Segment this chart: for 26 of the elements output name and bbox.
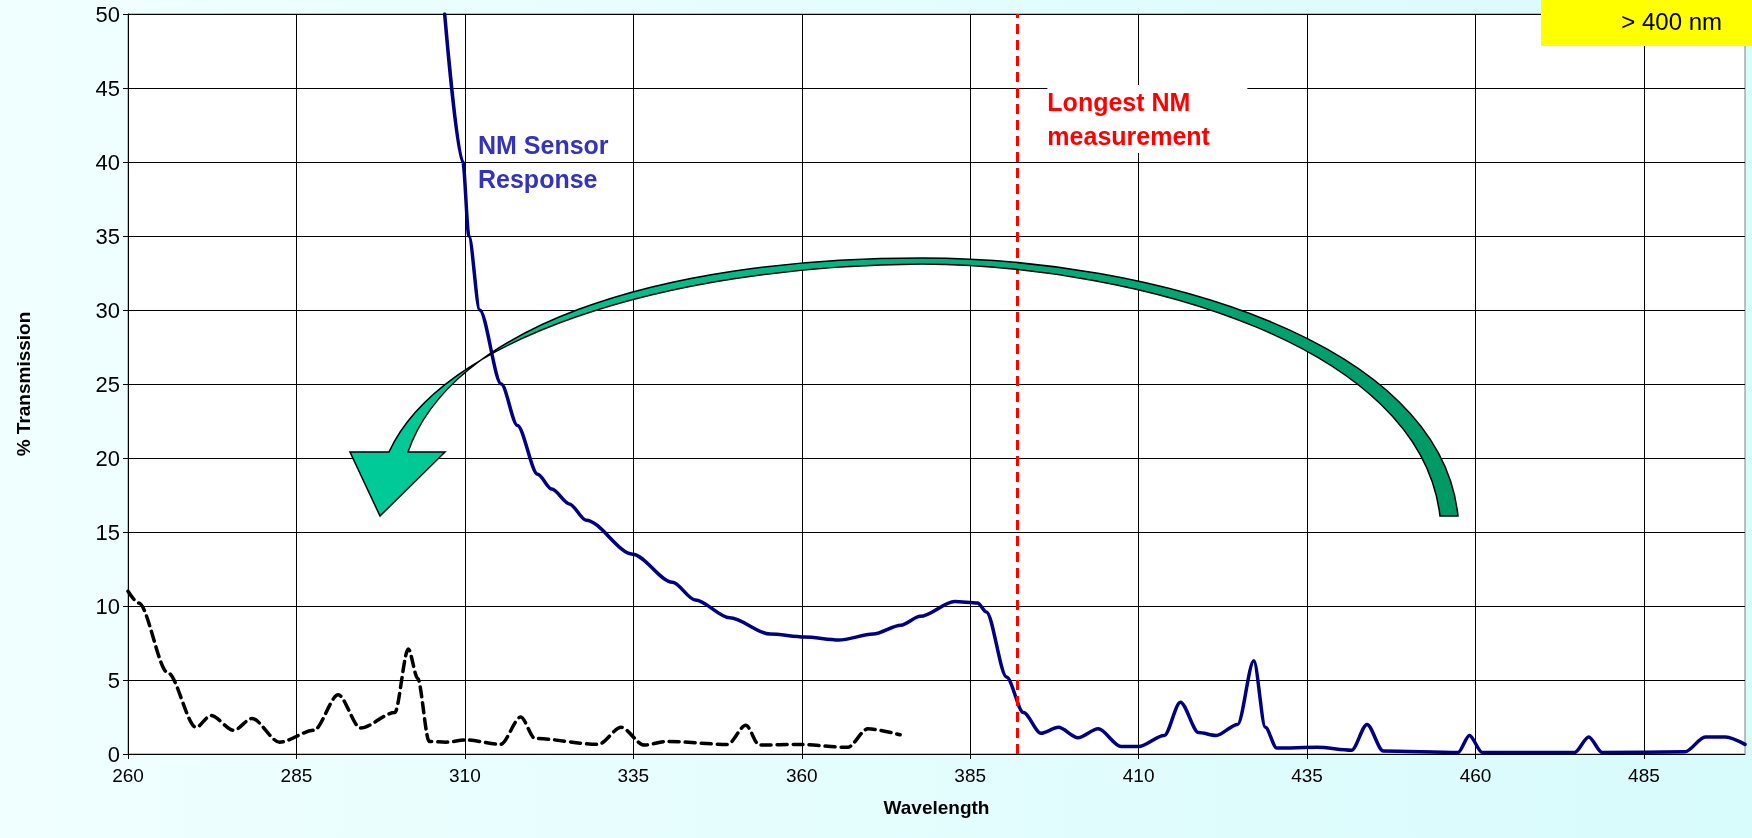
y-tick-label: 30 [95,297,120,323]
y-tick-label: 10 [95,593,120,619]
ref-line-label: Longest NM measurement [1047,88,1211,150]
y-tick-label: 5 [107,667,120,693]
x-tick-label: 335 [617,765,650,786]
x-tick-label: 385 [954,765,987,786]
x-tick-label: 360 [785,765,818,786]
y-tick-label: 0 [107,741,120,767]
x-tick-label: 310 [449,765,481,786]
series-label: NM Sensor Response [478,131,616,193]
y-tick-label: 40 [95,149,120,175]
label-box: > 400 nm [1541,0,1752,46]
y-tick-label: 20 [95,445,120,471]
x-axis-title: Wavelength [883,797,990,818]
x-tick-label: 435 [1291,765,1323,786]
x-tick-label: 410 [1122,765,1155,786]
x-tick-label: 285 [280,765,313,786]
y-tick-label: 15 [95,519,120,545]
x-tick-label: 460 [1459,765,1492,786]
y-tick-label: 35 [95,223,120,249]
x-tick-label: 485 [1628,765,1660,786]
y-tick-label: 50 [95,1,120,27]
x-tick-label: 260 [112,765,144,786]
y-tick-label: 25 [95,371,120,397]
y-tick-label: 45 [95,75,120,101]
y-axis-title: % Transmission [13,311,34,457]
